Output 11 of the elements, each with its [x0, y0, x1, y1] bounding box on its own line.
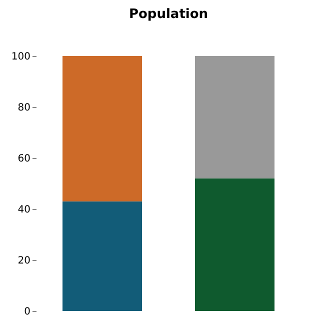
y-tick-label: 0	[24, 306, 30, 318]
bar	[62, 56, 142, 202]
bar	[62, 201, 142, 311]
y-tick-label: 100	[11, 52, 30, 62]
y-tick-label: 80	[18, 102, 30, 114]
chart-title: Population	[128, 7, 208, 22]
bar	[195, 56, 274, 178]
y-tick-label: 40	[18, 204, 30, 216]
y-tick-label: 60	[18, 154, 30, 164]
bar	[195, 178, 274, 311]
y-tick-label: 20	[18, 256, 30, 266]
